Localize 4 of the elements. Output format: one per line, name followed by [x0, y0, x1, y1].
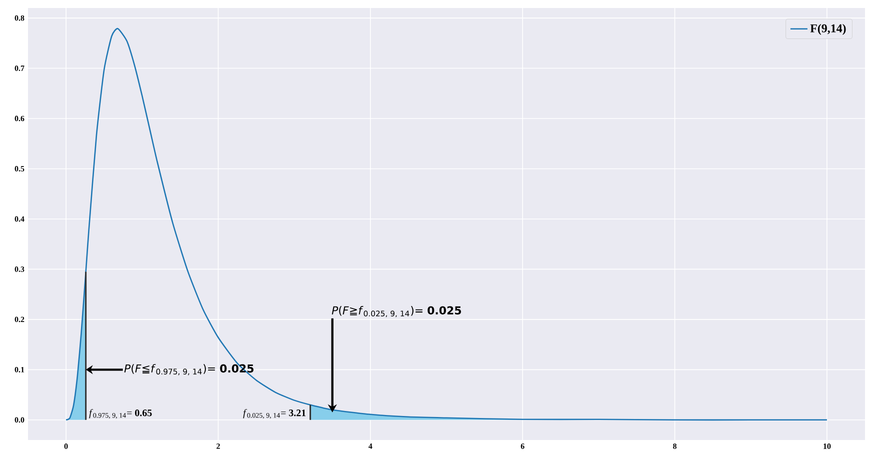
ref-line-label: f$_{0.975, 9, 14}$= 0.65	[89, 409, 152, 419]
ref-line-label: f$_{0.025, 9, 14}$= 3.21	[243, 409, 306, 419]
annotation: P(F≧f$_{0.025, 9, 14}$)= 0.025	[332, 306, 461, 318]
legend-label: F(9,14)	[810, 24, 846, 35]
